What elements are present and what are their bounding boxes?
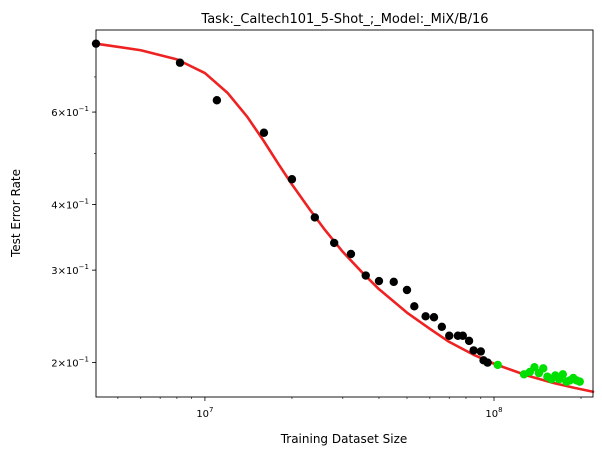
- y-tick-label: 4×10−1: [51, 198, 89, 212]
- plot-area: [96, 30, 593, 397]
- y-tick-label: 6×10−1: [51, 105, 89, 119]
- observed-point: [421, 312, 430, 321]
- observed-point: [469, 346, 478, 355]
- observed-point: [361, 271, 370, 280]
- chart-title: Task:_Caltech101_5-Shot_;_Model:_MiX/B/1…: [200, 12, 488, 27]
- y-tick-label: 3×10−1: [51, 263, 89, 277]
- observed-point: [329, 238, 339, 248]
- observed-point: [464, 336, 474, 346]
- observed-point: [476, 347, 485, 356]
- fit-curve-layer: [94, 42, 595, 394]
- observed-point: [259, 128, 269, 137]
- x-tick-label: 108: [485, 406, 502, 420]
- x-axis-label: Training Dataset Size: [280, 432, 408, 446]
- extrapolated-point: [493, 360, 502, 370]
- extrapolated-point: [539, 364, 548, 373]
- observed-point: [410, 302, 419, 311]
- observed-point: [287, 175, 297, 184]
- observed-point: [402, 285, 412, 295]
- observed-point: [437, 322, 447, 332]
- x-tick-label: 107: [196, 406, 213, 420]
- observed-point: [175, 58, 185, 67]
- y-axis-ticks: 2×10−1 3×10−1 4×10−1 6×10−1: [51, 46, 96, 370]
- extrapolated-point: [575, 377, 584, 386]
- observed-point: [458, 331, 468, 340]
- extrapolated-point: [530, 363, 539, 372]
- observed-point: [212, 96, 222, 105]
- y-tick-label: 2×10−1: [51, 356, 89, 370]
- observed-point: [429, 313, 439, 322]
- observed-point: [374, 276, 384, 286]
- data-points-layer: [91, 39, 584, 386]
- y-axis-label: Test Error Rate: [9, 169, 23, 258]
- observed-point: [310, 213, 320, 222]
- plot-frame: [95, 29, 594, 398]
- observed-point: [445, 331, 454, 340]
- fit-curve: [94, 42, 595, 394]
- observed-point: [346, 249, 356, 259]
- extrapolated-point: [558, 370, 568, 379]
- x-axis-ticks: 107 108: [117, 397, 582, 420]
- observed-point: [483, 358, 492, 367]
- observed-point: [389, 277, 398, 287]
